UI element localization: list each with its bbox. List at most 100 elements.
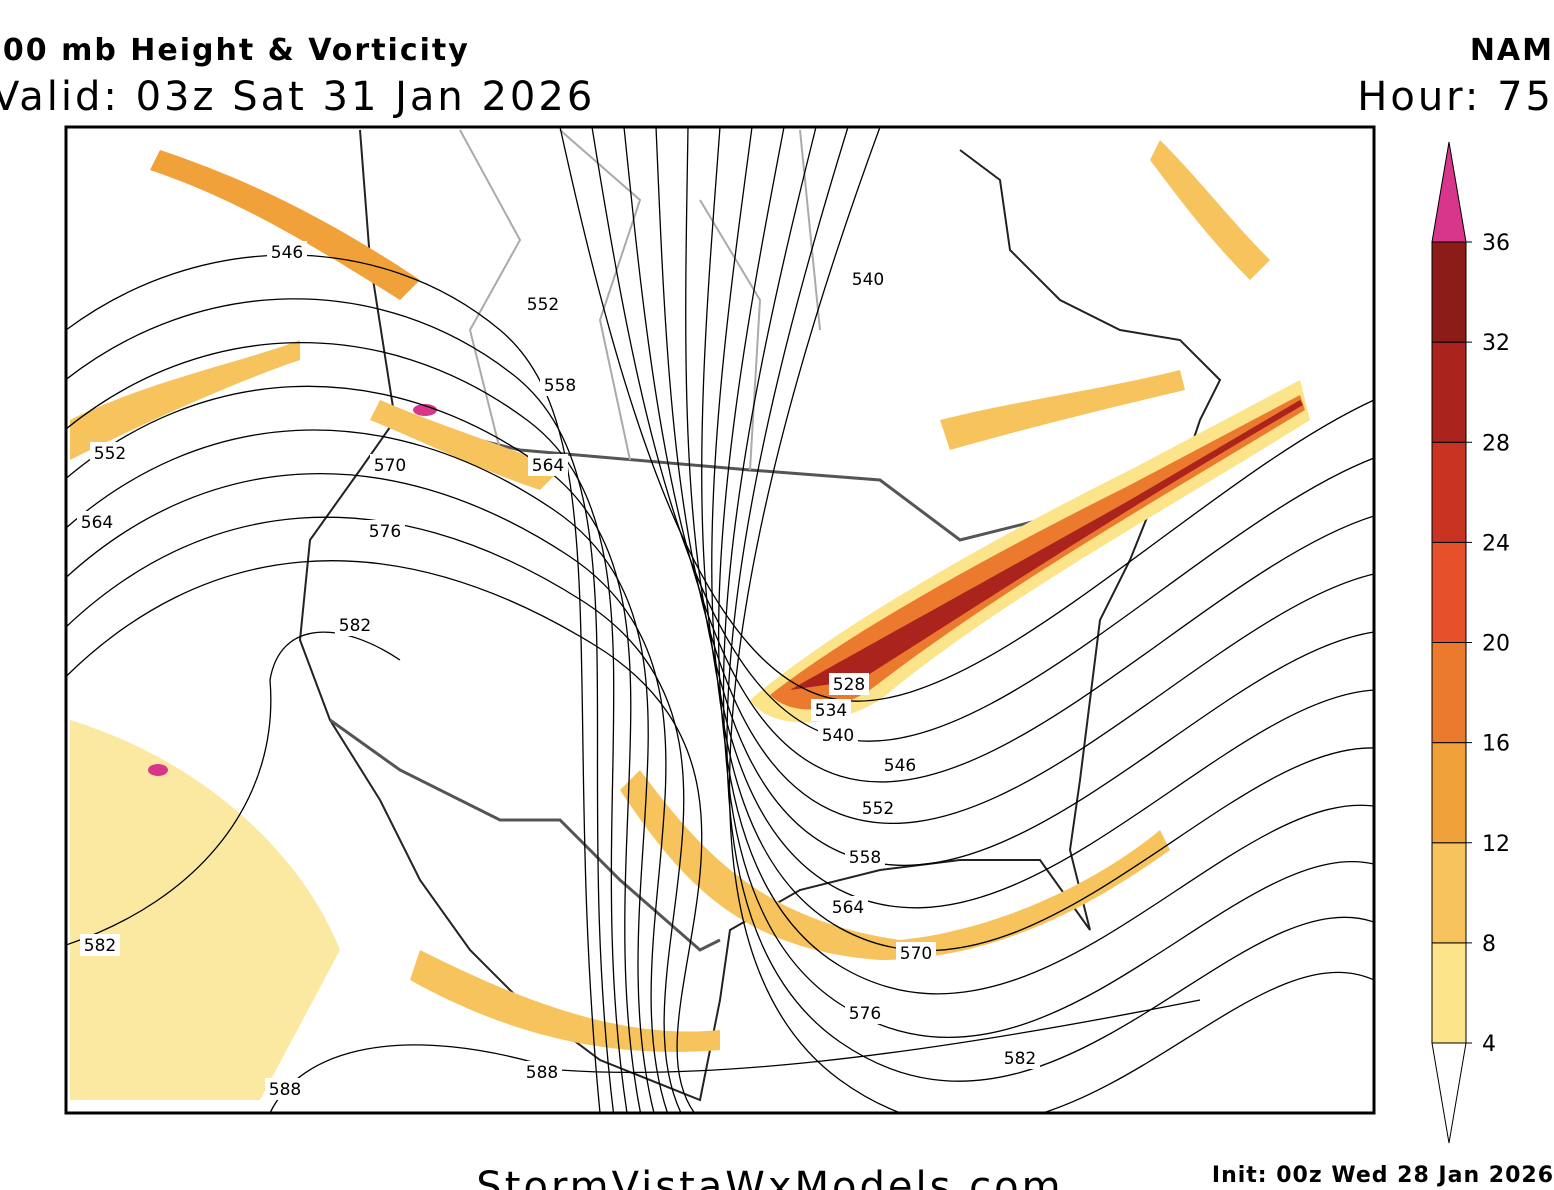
contour-label-bg: [845, 846, 885, 868]
vorticity-max: [413, 404, 437, 416]
vorticity-shade: [70, 720, 340, 1100]
contour-label-bg: [77, 511, 117, 533]
height-contour: [726, 127, 1374, 1082]
contour-label: 534: [815, 701, 847, 721]
vorticity-shade: [1150, 140, 1270, 280]
contour-label: 576: [849, 1004, 881, 1024]
height-contour: [66, 631, 401, 946]
contour-label: 564: [832, 898, 864, 918]
colorbar-segment: [1431, 842, 1467, 944]
contour-label-bg: [528, 454, 568, 476]
contour-label: 576: [369, 522, 401, 542]
vorticity-shade: [410, 950, 720, 1052]
height-contour: [66, 385, 642, 1113]
contour-label: 570: [374, 456, 406, 476]
height-contour: [66, 560, 703, 1113]
contour-label-bg: [829, 673, 869, 695]
model: NAM: [1470, 33, 1554, 68]
colorbar-segment: [1431, 241, 1467, 343]
contour-label: 582: [339, 616, 371, 636]
init-time: Init: 00z Wed 28 Jan 2026: [1212, 1163, 1554, 1188]
vorticity-shade: [620, 770, 1170, 960]
colorbar-segment: [1431, 441, 1467, 543]
contour-label: 552: [94, 444, 126, 464]
vorticity-shade: [70, 340, 300, 460]
contour-label: 540: [852, 270, 884, 290]
coastline: [298, 129, 1222, 1102]
height-contour: [729, 127, 1374, 1113]
contour-label-bg: [265, 1078, 305, 1100]
colorbar-label: 12: [1482, 832, 1510, 857]
colorbar-label: 20: [1482, 632, 1510, 657]
contour-label: 546: [271, 243, 303, 263]
contour-label: 552: [862, 799, 894, 819]
site: StormVistaWxModels.com: [476, 1164, 1063, 1190]
colorbar-label: 32: [1482, 331, 1510, 356]
contour-label-bg: [818, 724, 858, 746]
contour-label-bg: [1000, 1047, 1040, 1069]
contour-label: 582: [84, 936, 116, 956]
contour-label-bg: [811, 699, 851, 721]
height-contour: [711, 127, 1374, 952]
colorbar-segment: [1431, 541, 1467, 643]
contour-label-bg: [335, 614, 375, 636]
contour-label-bg: [523, 293, 563, 315]
colorbar-top: [1431, 141, 1467, 243]
contour-label-bg: [90, 442, 130, 464]
contour-label-bg: [845, 1002, 885, 1024]
contour-label-bg: [80, 934, 120, 956]
height-contour: [685, 127, 1374, 866]
contour-label: 588: [526, 1063, 558, 1083]
height-contour: [66, 429, 655, 1113]
forecast-hour: Hour: 75: [1357, 74, 1554, 120]
vorticity-shade: [790, 400, 1303, 690]
colorbar: 4 8 12 16 20 24 28 32 36: [1431, 141, 1510, 1144]
contour-label: 570: [900, 944, 932, 964]
colorbar-bottom: [1431, 1042, 1467, 1144]
contour-label: 558: [544, 376, 576, 396]
height-contour: [66, 298, 615, 1113]
valid-time: Valid: 03z Sat 31 Jan 2026: [0, 74, 595, 120]
height-contour: [623, 127, 1374, 783]
colorbar-label: 16: [1482, 732, 1510, 757]
contour-label: 588: [269, 1080, 301, 1100]
contour-label-bg: [896, 942, 936, 964]
colorbar-label: 36: [1482, 231, 1510, 256]
height-contour: [655, 127, 1374, 824]
contour-label: 564: [532, 456, 564, 476]
contour-label-bg: [858, 797, 898, 819]
height-contour: [66, 516, 685, 1113]
contour-label-bg: [540, 374, 580, 396]
contour-label: 552: [527, 295, 559, 315]
vorticity-shade: [370, 400, 560, 490]
contour-label-bg: [848, 268, 888, 290]
contour-label-bg: [370, 454, 410, 476]
map: 546 552 558 564 570 576 582 552 564 540 528 534 540 5…: [66, 127, 1374, 1113]
title: 500 mb Height & Vorticity: [0, 33, 470, 68]
height-contour: [66, 254, 601, 1113]
contour-label-bg: [522, 1061, 562, 1083]
colorbar-segment: [1431, 742, 1467, 844]
contour-label-bg: [365, 520, 405, 542]
contour-label: 582: [1004, 1049, 1036, 1069]
height-contour: [66, 473, 669, 1113]
colorbar-segment: [1431, 341, 1467, 443]
vorticity-shade: [940, 370, 1185, 450]
height-contour: [717, 127, 1374, 995]
contour-label: 540: [822, 726, 854, 746]
colorbar-label: 4: [1482, 1032, 1496, 1057]
colorbar-label: 28: [1482, 431, 1510, 456]
colorbar-label: 8: [1482, 932, 1496, 957]
contour-label-bg: [267, 241, 307, 263]
map-frame: [64, 125, 1376, 1115]
vorticity-shade: [150, 150, 420, 300]
contour-label-bg: [880, 754, 920, 776]
contour-label: 558: [849, 848, 881, 868]
contour-label: 546: [884, 756, 916, 776]
height-contour: [701, 127, 1374, 909]
colorbar-segment: [1431, 942, 1467, 1044]
contour-label: 564: [81, 513, 113, 533]
contour-label: 528: [833, 675, 865, 695]
